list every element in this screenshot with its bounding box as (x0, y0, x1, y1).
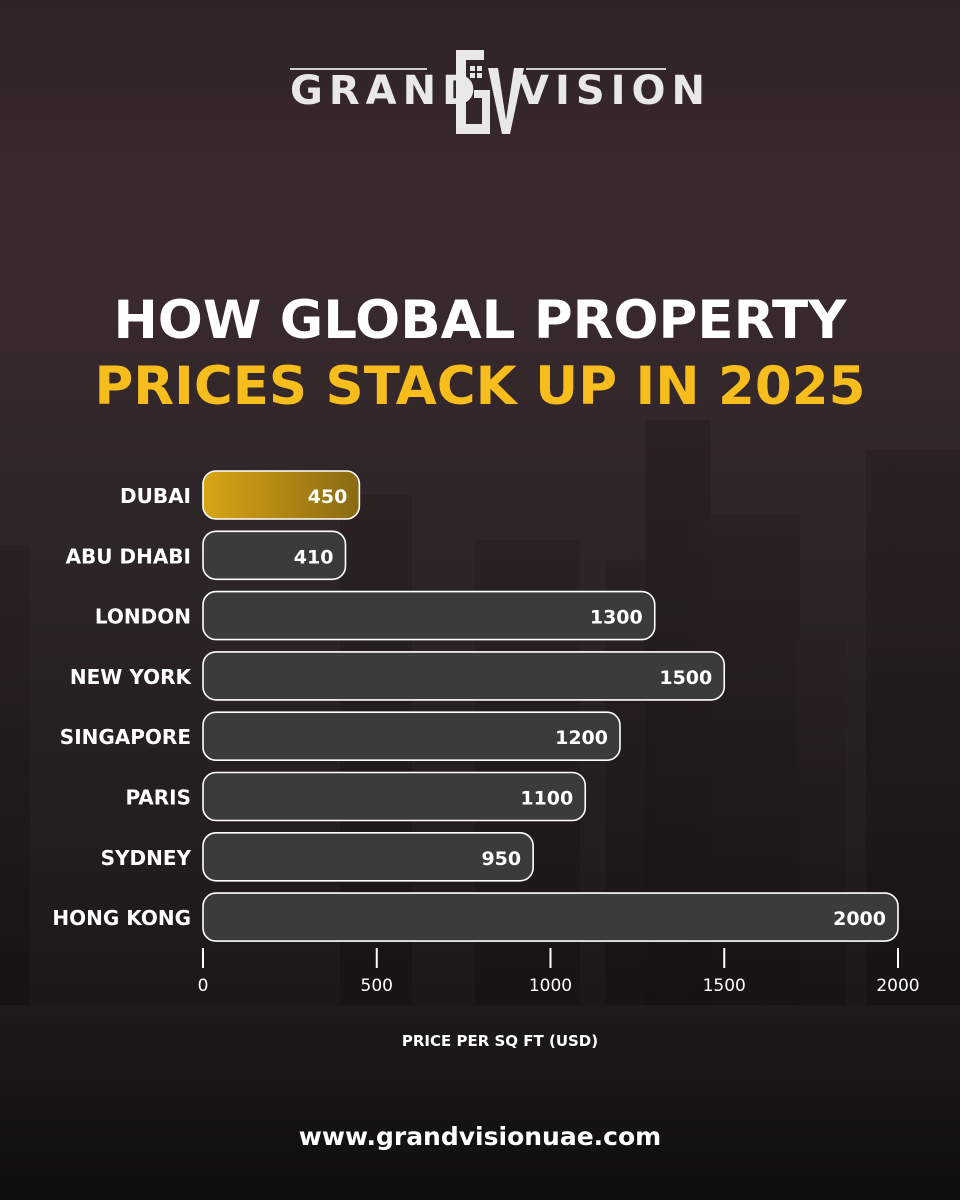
value-label-singapore: 1200 (555, 727, 608, 749)
value-label-new-york: 1500 (659, 667, 712, 689)
bar-abu-dhabi (202, 530, 347, 581)
logo-top-rule-right (526, 68, 666, 70)
x-tick-label-2000: 2000 (876, 976, 919, 996)
bar-paris (202, 771, 587, 822)
x-tick-label-0: 0 (198, 976, 209, 996)
bar-dubai (202, 470, 361, 520)
category-label-london: LONDON (95, 605, 191, 629)
gv-monogram-icon (456, 50, 524, 134)
headline-line-2: PRICES STACK UP IN 2025 (94, 356, 866, 417)
bar-london (202, 590, 656, 641)
category-label-sydney: SYDNEY (101, 846, 192, 870)
x-axis-label: PRICE PER SQ FT (USD) (402, 1032, 598, 1050)
x-tick-label-1000: 1000 (529, 976, 572, 996)
category-label-abu-dhabi: ABU DHABI (66, 544, 191, 568)
value-label-london: 1300 (590, 607, 643, 629)
category-label-singapore: SINGAPORE (60, 725, 191, 749)
value-label-paris: 1100 (520, 788, 573, 810)
category-label-paris: PARIS (125, 786, 191, 810)
x-tick-label-500: 500 (361, 976, 393, 996)
bar-hong-kong (202, 892, 899, 942)
category-label-hong-kong: HONG KONG (52, 906, 191, 930)
x-tick-label-1500: 1500 (703, 976, 746, 996)
logo-top-rule (290, 68, 427, 70)
category-label-dubai: DUBAI (120, 484, 191, 508)
bar-singapore (202, 711, 621, 762)
headline-line-1: HOW GLOBAL PROPERTY (113, 290, 847, 351)
category-label-new-york: NEW YORK (70, 665, 193, 689)
website-link[interactable]: www.grandvisionuae.com (298, 1122, 662, 1151)
logo-word-left: GRAND (290, 68, 482, 114)
bar-sydney (202, 831, 534, 882)
value-label-sydney: 950 (481, 848, 521, 870)
value-label-hong-kong: 2000 (833, 908, 886, 930)
logo-word-right: VISION (518, 68, 712, 114)
value-label-abu-dhabi: 410 (294, 546, 334, 568)
value-label-dubai: 450 (308, 486, 348, 508)
brand-logo: GRAND VISION (0, 38, 960, 138)
bar-new-york (202, 651, 726, 701)
